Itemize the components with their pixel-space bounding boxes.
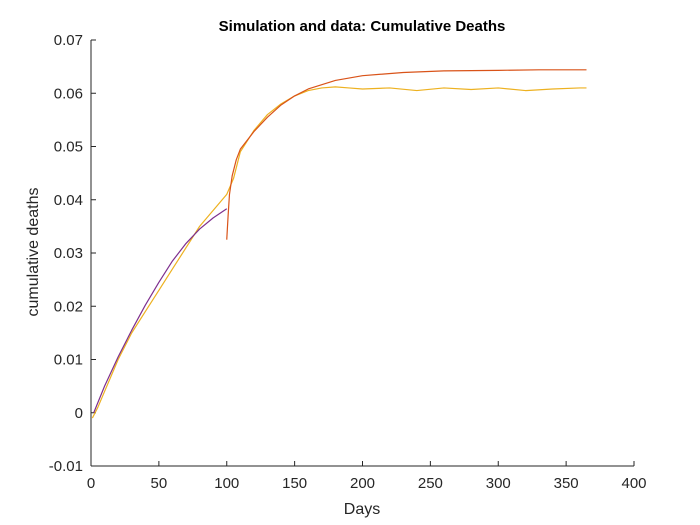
x-axis-label: Days: [344, 501, 380, 518]
y-tick-label: -0.01: [49, 458, 83, 475]
series-line-2: [93, 208, 228, 413]
y-tick-label: 0.07: [54, 32, 83, 49]
y-tick-label: 0.06: [54, 85, 83, 102]
chart-title: Simulation and data: Cumulative Deaths: [219, 18, 506, 35]
series-line-1: [91, 86, 587, 419]
x-tick-label: 350: [554, 475, 579, 492]
plot-area: 0 50 100 150 200 250 300 350 400-0.0100.010.020.…: [49, 32, 647, 492]
x-tick-label: 400: [621, 475, 646, 492]
x-tick-label: 200: [350, 475, 375, 492]
x-tick-label: 250: [418, 475, 443, 492]
x-tick-label: 300: [486, 475, 511, 492]
x-tick-label: 150: [282, 475, 307, 492]
x-tick-label: 0: [87, 475, 95, 492]
y-tick-label: 0.04: [54, 192, 83, 209]
series-line-3: [226, 69, 587, 240]
y-axis-label: cumulative deaths: [25, 188, 42, 317]
y-tick-label: 0.05: [54, 139, 83, 156]
y-tick-label: 0.03: [54, 245, 83, 262]
y-tick-label: 0.02: [54, 298, 83, 315]
x-tick-label: 50: [151, 475, 168, 492]
y-tick-label: 0: [75, 405, 83, 422]
x-tick-label: 100: [214, 475, 239, 492]
y-tick-label: 0.01: [54, 352, 83, 369]
